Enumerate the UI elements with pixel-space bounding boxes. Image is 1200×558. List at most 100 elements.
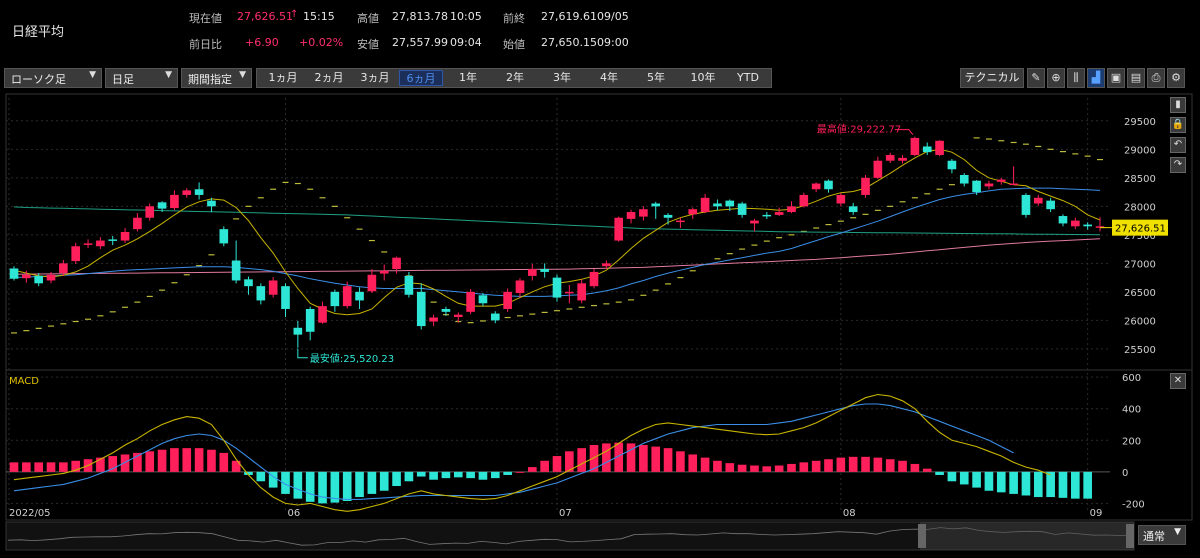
candle-body — [194, 189, 204, 195]
macd-histogram-bar — [1070, 471, 1080, 499]
macd-histogram-bar — [392, 471, 401, 487]
print-icon[interactable]: ⎙ — [1147, 68, 1165, 88]
candle-body — [133, 217, 142, 230]
low-time: 09:04 — [450, 36, 482, 49]
period-5y[interactable]: 5年 — [647, 71, 665, 84]
candle-body — [46, 274, 56, 281]
time-tick-label: 2022/05 — [9, 508, 51, 519]
period-10y[interactable]: 10年 — [690, 71, 716, 84]
time-tick-label: 08 — [843, 508, 856, 519]
scroll-bar-icon[interactable]: ▮ — [1170, 97, 1186, 113]
period-2y[interactable]: 2年 — [506, 71, 524, 84]
candle-body — [811, 183, 821, 190]
redo-icon[interactable]: ↷ — [1170, 157, 1186, 173]
macd-histogram-bar — [1083, 471, 1092, 499]
candle-body — [515, 280, 525, 294]
candle-body — [490, 313, 500, 321]
candle-body — [318, 306, 327, 323]
macd-histogram-bar — [639, 445, 648, 472]
period-ytd[interactable]: YTD — [737, 71, 759, 84]
view-mode-dropdown[interactable]: 通常 ▼ — [1138, 525, 1186, 545]
change-label: 前日比 — [189, 38, 222, 51]
candle-body — [922, 146, 932, 153]
candle-body — [651, 203, 661, 207]
period-6m[interactable]: 6ヵ月 — [399, 70, 443, 86]
ma-long-line — [13, 206, 1101, 236]
macd-histogram-bar — [713, 460, 722, 472]
candle-body — [429, 317, 438, 322]
candle-body — [96, 240, 105, 247]
macd-histogram-bar — [577, 448, 587, 472]
navigator-right-handle[interactable] — [1126, 524, 1134, 548]
area-chart-icon[interactable]: ▟ — [1087, 68, 1105, 88]
period-4y[interactable]: 4年 — [600, 71, 618, 84]
macd-histogram-bar — [750, 465, 759, 472]
candle-body — [984, 183, 994, 187]
max-pointer — [894, 129, 914, 135]
high-value: 27,813.78 — [392, 10, 448, 23]
candle-body — [9, 268, 19, 279]
candle-body — [737, 203, 747, 215]
candle-body — [972, 180, 981, 193]
candle-body — [59, 263, 68, 274]
draw-pencil-icon[interactable]: ✎ — [1027, 68, 1045, 88]
candle-body — [577, 283, 587, 301]
macd-histogram-bar — [959, 471, 969, 485]
chart-type-dropdown[interactable]: ローソク足 ▼ — [4, 68, 102, 88]
candle-body — [466, 291, 475, 312]
macd-histogram-bar — [861, 456, 870, 472]
macd-histogram-bar — [565, 451, 574, 472]
macd-histogram-bar — [268, 471, 278, 488]
candle-body — [725, 200, 735, 207]
range-mode-dropdown[interactable]: 期間指定 ▼ — [181, 68, 252, 88]
lock-icon[interactable]: 🔒 — [1170, 117, 1186, 133]
macd-histogram-bar — [651, 446, 661, 472]
interval-label: 日足 — [112, 73, 134, 86]
candle-body — [293, 327, 303, 335]
macd-histogram-bar — [811, 460, 821, 472]
candle-body — [404, 275, 414, 295]
period-1y[interactable]: 1年 — [459, 71, 477, 84]
period-2m[interactable]: 2ヵ月 — [314, 71, 344, 84]
current-price-value: 27,626.51 — [237, 10, 293, 23]
undo-icon[interactable]: ↶ — [1170, 137, 1186, 153]
candle-body — [330, 291, 340, 307]
candle-body — [626, 212, 636, 219]
macd-histogram-bar — [120, 454, 130, 472]
settings-gear-icon[interactable]: ⚙ — [1167, 68, 1185, 88]
zoom-icon[interactable]: ⊕ — [1047, 68, 1065, 88]
chevron-down-icon: ▼ — [165, 70, 172, 80]
candle-body — [1083, 224, 1092, 227]
save-icon[interactable]: ▣ — [1107, 68, 1125, 88]
macd-histogram-bar — [663, 448, 673, 472]
candle-chart-icon[interactable]: ⫼ — [1067, 68, 1085, 88]
macd-panel — [5, 369, 1193, 521]
macd-histogram-bar — [71, 460, 81, 472]
period-1m[interactable]: 1ヵ月 — [268, 71, 298, 84]
candle-body — [602, 263, 611, 267]
navigator-left-handle[interactable] — [918, 524, 926, 548]
candle-body — [342, 286, 352, 307]
candle-body — [478, 295, 488, 304]
candle-body — [663, 214, 673, 218]
close-macd-icon[interactable]: ✕ — [1170, 373, 1186, 389]
open-value: 27,650.15 — [541, 36, 597, 49]
candle-body — [182, 190, 192, 195]
range-mode-label: 期間指定 — [188, 73, 232, 86]
candle-body — [565, 291, 574, 294]
candle-body — [750, 220, 759, 224]
price-tick-label: 29000 — [1124, 145, 1156, 156]
chevron-down-icon: ▼ — [239, 70, 246, 80]
period-3m[interactable]: 3ヵ月 — [360, 71, 390, 84]
macd-histogram-bar — [22, 462, 31, 472]
technical-button[interactable]: テクニカル — [960, 68, 1024, 88]
interval-dropdown[interactable]: 日足 ▼ — [105, 68, 178, 88]
candle-body — [787, 206, 796, 213]
document-icon[interactable]: ▤ — [1127, 68, 1145, 88]
candle-body — [774, 212, 784, 215]
macd-histogram-bar — [59, 462, 68, 472]
macd-histogram-bar — [762, 466, 772, 472]
period-3y[interactable]: 3年 — [553, 71, 571, 84]
candle-body — [256, 286, 266, 301]
chart-toolbar: ローソク足 ▼ 日足 ▼ 期間指定 ▼ 1ヵ月 2ヵ月 3ヵ月 6ヵ月 1年 2… — [0, 68, 1200, 92]
